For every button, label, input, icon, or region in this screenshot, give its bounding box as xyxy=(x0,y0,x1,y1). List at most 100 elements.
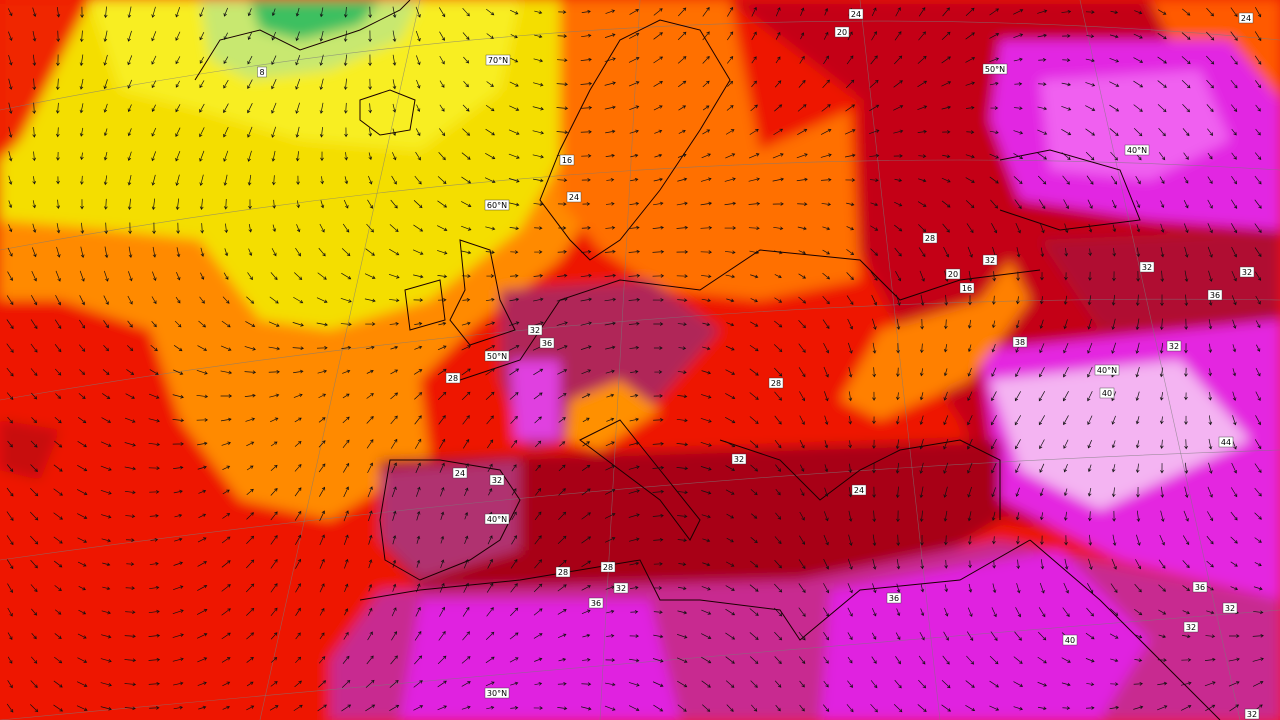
wind-arrow xyxy=(871,294,877,306)
wind-arrow xyxy=(749,250,760,255)
wind-arrow xyxy=(247,8,252,17)
wind-arrow xyxy=(102,369,110,375)
wind-arrow xyxy=(580,297,593,302)
wind-arrow xyxy=(989,655,999,665)
wind-arrow xyxy=(7,271,13,282)
wind-arrow xyxy=(1184,486,1189,498)
wind-arrow xyxy=(702,31,710,41)
wind-arrow xyxy=(1254,512,1262,520)
wind-arrow xyxy=(1111,415,1116,425)
wind-arrow xyxy=(127,6,132,19)
wind-arrow xyxy=(368,583,373,592)
wind-arrow xyxy=(1230,104,1238,112)
wind-arrow xyxy=(894,55,903,65)
wind-arrow xyxy=(581,464,591,471)
wind-arrow xyxy=(244,370,257,375)
wind-arrow xyxy=(725,345,735,351)
wind-arrow xyxy=(559,441,566,447)
wind-arrow xyxy=(80,152,84,161)
wind-arrow xyxy=(702,704,711,712)
wind-arrow xyxy=(173,369,184,375)
wind-arrow xyxy=(1135,294,1140,307)
wind-arrow xyxy=(1160,223,1165,233)
wind-arrow xyxy=(148,609,160,614)
wind-arrow xyxy=(580,57,592,62)
wind-arrow xyxy=(1181,32,1191,40)
wind-arrow xyxy=(943,368,948,377)
wind-arrow xyxy=(1135,440,1140,449)
wind-arrow xyxy=(1038,58,1047,62)
wind-arrow xyxy=(1160,270,1165,282)
wind-arrow xyxy=(391,175,397,185)
wind-arrow xyxy=(533,273,544,278)
wind-arrow xyxy=(1160,247,1165,258)
wind-arrow xyxy=(991,344,996,353)
wind-arrow xyxy=(1184,367,1188,377)
wind-arrow xyxy=(1254,223,1262,234)
map-label: 36 xyxy=(1210,291,1220,300)
wind-arrow xyxy=(127,79,133,89)
wind-arrow xyxy=(461,656,471,664)
wind-arrow xyxy=(557,178,568,182)
wind-arrow xyxy=(412,249,424,255)
wind-arrow xyxy=(6,392,14,400)
wind-arrow xyxy=(822,249,830,255)
wind-arrow xyxy=(199,80,205,89)
wind-arrow xyxy=(152,222,156,235)
wind-arrow xyxy=(124,706,136,711)
wind-arrow xyxy=(533,58,544,63)
wind-arrow xyxy=(461,201,472,208)
wind-arrow xyxy=(943,462,949,474)
wind-arrow xyxy=(270,441,278,447)
wind-arrow xyxy=(30,464,38,472)
wind-arrow xyxy=(629,129,639,134)
wind-arrow xyxy=(392,510,397,521)
wind-arrow xyxy=(580,81,593,86)
wind-arrow xyxy=(510,558,518,569)
wind-arrow xyxy=(173,465,184,470)
wind-arrow xyxy=(149,561,159,566)
wind-arrow xyxy=(1111,464,1116,473)
wind-arrow xyxy=(628,273,641,278)
wind-arrow xyxy=(32,151,37,162)
wind-arrow xyxy=(724,201,737,206)
wind-arrow xyxy=(1038,199,1046,210)
wind-arrow xyxy=(509,657,519,663)
wind-arrow xyxy=(1206,7,1214,17)
wind-arrow xyxy=(1037,631,1047,641)
wind-arrow xyxy=(8,126,13,138)
wind-arrow xyxy=(652,274,665,278)
wind-arrow xyxy=(629,201,640,206)
wind-arrow xyxy=(751,56,757,64)
wind-arrow xyxy=(439,55,445,65)
longitude-line xyxy=(599,0,641,720)
wind-arrow xyxy=(726,513,735,519)
wind-arrow xyxy=(724,226,737,230)
wind-arrow xyxy=(799,391,806,402)
wind-arrow xyxy=(101,514,112,519)
wind-arrow xyxy=(271,102,277,114)
wind-arrow xyxy=(269,296,279,304)
wind-arrow xyxy=(1208,462,1213,474)
wind-arrow xyxy=(1013,33,1024,38)
wind-arrow xyxy=(700,466,712,471)
wind-arrow xyxy=(990,631,998,641)
wind-arrow xyxy=(725,585,735,591)
wind-arrow xyxy=(700,441,712,447)
wind-arrow xyxy=(127,55,133,66)
wind-arrow xyxy=(438,321,447,326)
wind-arrow xyxy=(605,225,616,230)
wind-arrow xyxy=(943,438,949,450)
wind-arrow xyxy=(725,274,736,279)
coastline xyxy=(359,89,416,136)
label-box xyxy=(484,513,510,525)
wind-arrow xyxy=(199,32,205,41)
wind-arrow xyxy=(798,656,806,665)
wind-arrow xyxy=(1232,415,1237,426)
wind-arrow xyxy=(824,440,829,449)
wind-arrow xyxy=(175,7,181,18)
wind-arrow xyxy=(630,610,639,614)
wind-arrow xyxy=(1013,153,1024,159)
wind-arrow xyxy=(847,558,853,570)
wind-arrow xyxy=(1085,58,1095,63)
